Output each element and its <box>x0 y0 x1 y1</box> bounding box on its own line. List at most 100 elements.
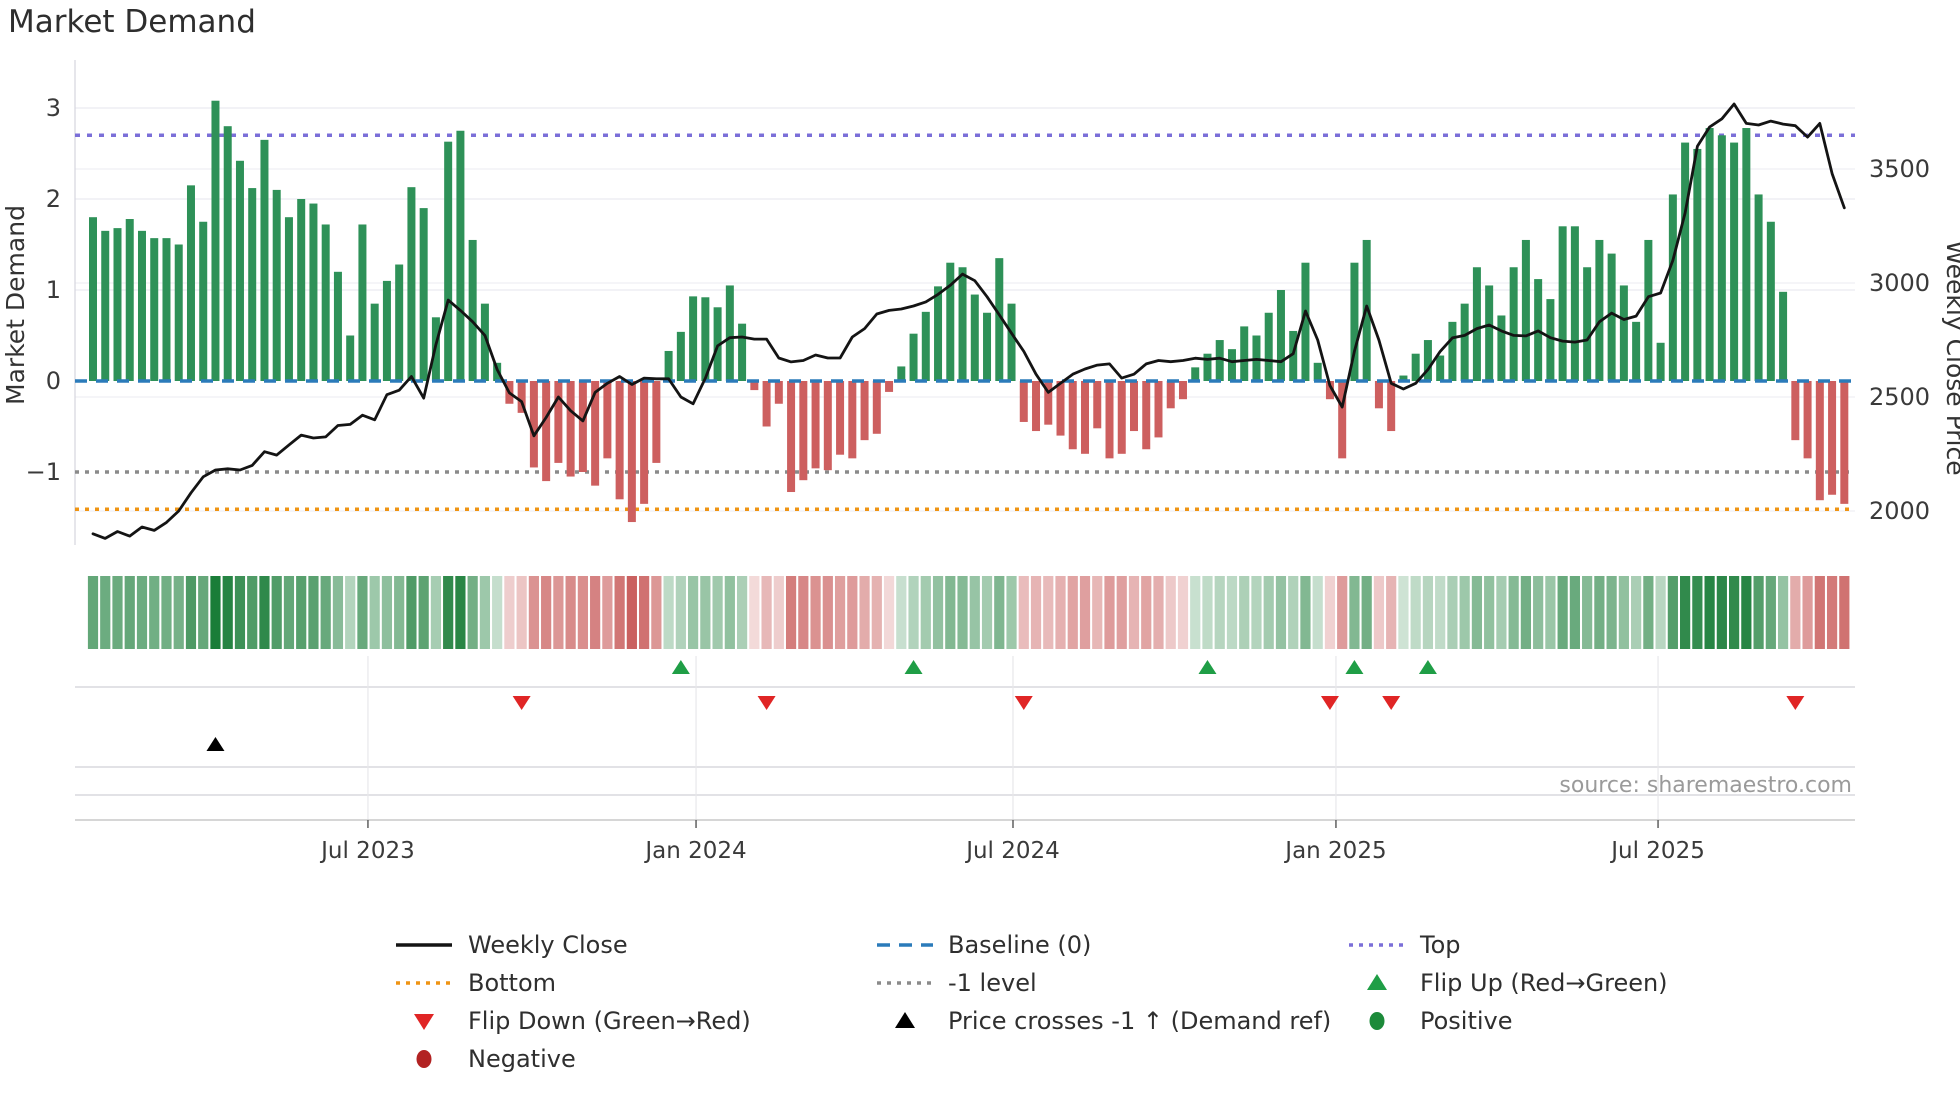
heatmap-cell <box>969 576 980 649</box>
axes-and-ticks: Jul 2023 Jan 2024 Jul 2024 Jan 2025 Jul 2025… <box>26 94 1930 864</box>
heatmap-cell <box>1447 576 1458 649</box>
demand-bar-positive <box>125 219 134 381</box>
heatmap-cell <box>369 576 380 649</box>
demand-bar-negative <box>799 381 808 481</box>
heatmap-cell <box>394 576 405 649</box>
heatmap-cell <box>957 576 968 649</box>
demand-bar-negative <box>872 381 881 434</box>
demand-bar-negative <box>1056 381 1065 436</box>
demand-bar-negative <box>823 381 832 471</box>
demand-bar-positive <box>1619 285 1628 381</box>
heatmap-cell <box>1582 576 1593 649</box>
heatmap-cell <box>1422 576 1434 649</box>
heatmap-cell <box>112 576 123 649</box>
demand-bar-negative <box>1093 381 1102 429</box>
reference-lines <box>75 133 1855 512</box>
flip-up-marker <box>904 660 923 674</box>
heatmap-cell <box>1165 576 1176 649</box>
demand-bar-positive <box>1264 312 1273 381</box>
heatmap-cell <box>528 576 539 649</box>
heatmap-cell <box>736 576 748 649</box>
heatmap-cell <box>222 576 233 649</box>
demand-bar-positive <box>1521 239 1530 381</box>
page-title: Market Demand <box>8 4 256 40</box>
demand-bar-positive <box>909 333 918 381</box>
heatmap-cell <box>1569 576 1580 649</box>
heatmap-cell <box>357 576 368 649</box>
flip-down-marker <box>1786 696 1805 710</box>
demand-bar-positive <box>113 228 122 381</box>
x-tick-label: Jul 2024 <box>964 838 1060 864</box>
demand-bar-positive <box>946 262 955 381</box>
demand-bar-positive <box>1509 267 1518 381</box>
heatmap-cell <box>1802 576 1813 649</box>
demand-bar-positive <box>1203 353 1212 381</box>
demand-bar-positive <box>1730 142 1739 381</box>
heatmap-cell <box>932 576 944 649</box>
demand-bar-positive <box>358 224 367 381</box>
demand-bar-negative <box>1129 381 1138 432</box>
heatmap-cell <box>467 576 478 649</box>
heatmap-cell <box>1055 576 1066 649</box>
legend: Weekly Close Baseline (0) Top Bottom -1 leve… <box>396 931 1668 1073</box>
demand-bar-positive <box>1717 135 1726 381</box>
heatmap-cell <box>1312 576 1323 649</box>
demand-bar-positive <box>1583 267 1592 381</box>
heatmap-cell <box>749 576 760 649</box>
demand-bar-negative <box>640 381 649 504</box>
demand-bar-negative <box>787 381 796 493</box>
flip-up-marker <box>671 660 690 674</box>
heatmap-cell <box>822 576 833 649</box>
demand-bar-positive <box>970 294 979 381</box>
demand-bar-positive <box>1301 262 1310 381</box>
demand-bar-positive <box>468 239 477 381</box>
heatmap-cell <box>1484 576 1495 649</box>
heatmap-cell <box>1006 576 1017 649</box>
x-tick-label: Jan 2024 <box>643 838 746 864</box>
demand-bar-positive <box>186 185 195 381</box>
y-right-tick-label: 3500 <box>1869 155 1930 183</box>
heatmap-cell <box>1508 576 1519 649</box>
flip-down-marker <box>757 696 776 710</box>
demand-bar-negative <box>1387 381 1396 432</box>
heatmap-cell <box>1410 576 1421 649</box>
y-left-tick-label: −1 <box>26 458 61 486</box>
legend-label: Negative <box>468 1045 576 1073</box>
demand-bar-positive <box>419 208 428 381</box>
demand-heatmap-strip <box>87 576 1850 649</box>
y-left-tick-label: 3 <box>46 94 61 122</box>
demand-bar-negative <box>1105 381 1114 459</box>
heatmap-cell <box>1606 576 1617 649</box>
demand-bar-positive <box>1497 315 1506 381</box>
demand-bar-positive <box>1668 194 1677 381</box>
heatmap-cell <box>124 576 135 649</box>
demand-bar-positive <box>407 187 416 381</box>
demand-bar-positive <box>1779 291 1788 381</box>
demand-bar-positive <box>346 335 355 381</box>
heatmap-cell <box>234 576 246 649</box>
demand-bar-positive <box>444 141 453 381</box>
heatmap-cell <box>1839 576 1850 649</box>
demand-bar-positive <box>725 285 734 381</box>
heatmap-cell <box>1459 576 1470 649</box>
heatmap-cell <box>553 576 564 649</box>
heatmap-cell <box>1361 576 1372 649</box>
heatmap-cell <box>161 576 172 649</box>
demand-bar-positive <box>1313 362 1322 381</box>
y-left-tick-label: 1 <box>46 276 61 304</box>
y-left-tick-label: 2 <box>46 185 61 213</box>
demand-bar-negative <box>1081 381 1090 454</box>
positive-icon <box>1369 1012 1385 1030</box>
demand-bar-positive <box>676 331 685 381</box>
demand-bar-positive <box>958 267 967 381</box>
demand-bar-positive <box>713 307 722 381</box>
heatmap-cell <box>247 576 258 649</box>
demand-bar-positive <box>934 286 943 381</box>
heatmap-cell <box>896 576 907 649</box>
heatmap-cell <box>1079 576 1091 649</box>
heatmap-cell <box>1104 576 1115 649</box>
demand-bar-positive <box>1656 342 1665 381</box>
demand-bar-positive <box>1742 128 1751 381</box>
demand-bar-negative <box>1828 381 1837 495</box>
heatmap-cell <box>1018 576 1029 649</box>
